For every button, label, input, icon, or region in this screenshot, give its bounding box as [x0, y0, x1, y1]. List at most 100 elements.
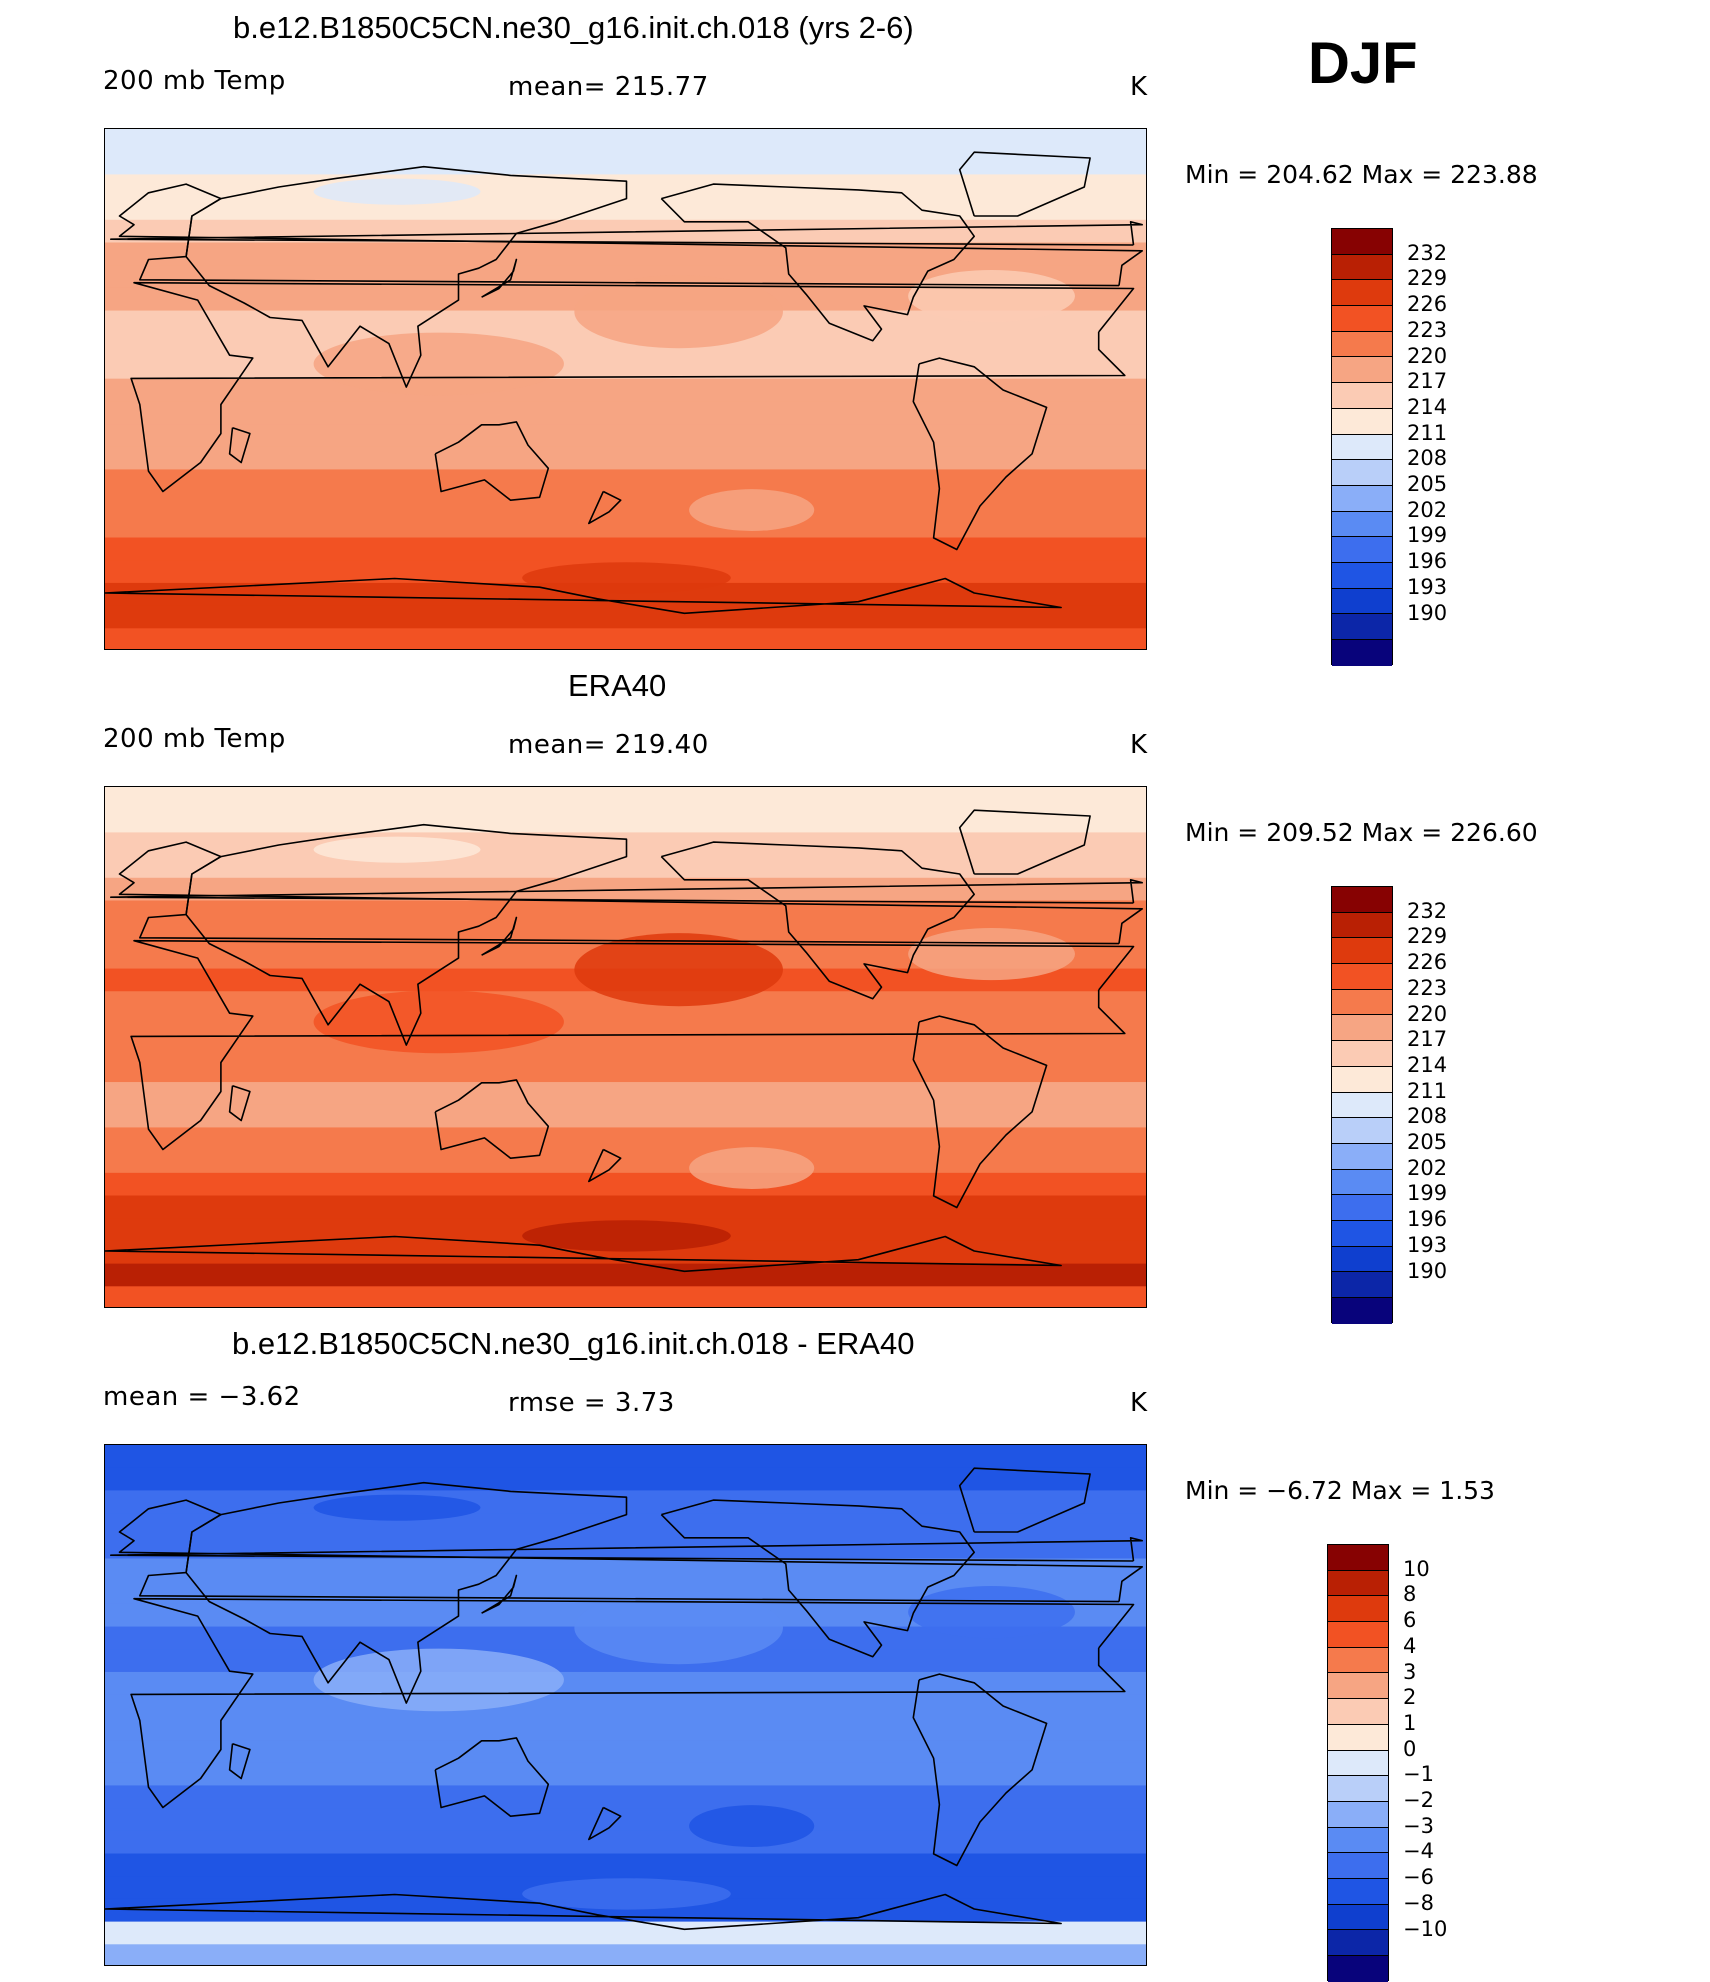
colorbar-swatch	[1328, 1673, 1388, 1700]
field-contour-blob	[522, 562, 731, 594]
coastline	[185, 165, 628, 388]
field-band	[105, 197, 1146, 221]
colorbar-swatch	[1328, 1878, 1388, 1905]
field-band	[105, 1082, 1146, 1106]
colorbar-level-label: 8	[1403, 1582, 1417, 1607]
colorbar-level-label: 226	[1407, 950, 1448, 975]
colorbar-swatch	[1332, 357, 1392, 384]
coastline	[912, 1673, 1048, 1867]
field-contour-blob	[574, 933, 783, 1007]
field-contour-blob	[574, 275, 783, 349]
colorbar-swatch	[1332, 254, 1392, 281]
field-band	[105, 1694, 1146, 1718]
field-band	[105, 1059, 1146, 1083]
colorbar-level-label: −4	[1403, 1839, 1434, 1864]
field-contour-blob	[908, 1585, 1075, 1639]
coastline	[434, 421, 550, 502]
colorbar-level-label: −8	[1403, 1890, 1434, 1915]
coastline	[130, 939, 1135, 1151]
field-band	[105, 1127, 1146, 1151]
field-band	[105, 1263, 1146, 1287]
coastline	[105, 577, 1062, 615]
field-band	[105, 787, 1146, 811]
panel-model-field	[105, 129, 1146, 649]
field-contour-blob	[574, 1591, 783, 1665]
colorbar-swatch	[1328, 1596, 1388, 1623]
colorbar-level-label: 211	[1407, 420, 1448, 445]
coastline	[660, 1499, 976, 1658]
panel-model-map	[104, 128, 1147, 650]
panel-model-left-label: 200 mb Temp	[103, 66, 286, 96]
colorbar-level-label: 229	[1407, 924, 1448, 949]
colorbar-swatch	[1328, 1827, 1388, 1854]
field-band	[105, 809, 1146, 833]
colorbar-level-label: 211	[1407, 1078, 1448, 1103]
colorbar-swatch	[1332, 1272, 1392, 1298]
colorbar-swatch	[1332, 938, 1392, 965]
field-band	[105, 1921, 1146, 1945]
colorbar-level-label: −2	[1403, 1788, 1434, 1812]
season-label: DJF	[1308, 31, 1418, 96]
coastline	[958, 809, 1091, 875]
panel-diff-map	[104, 1444, 1147, 1966]
colorbar-swatch	[1332, 460, 1392, 486]
colorbar-swatch	[1332, 1246, 1392, 1273]
colorbar-swatch	[1332, 887, 1392, 913]
colorbar-level-label: 217	[1407, 1027, 1448, 1052]
coastline	[118, 1499, 1143, 1603]
panel-obs-title: ERA40	[568, 668, 667, 703]
colorbar-level-label: 220	[1407, 343, 1448, 368]
colorbar-level-label: 214	[1407, 394, 1448, 419]
field-band	[105, 1853, 1146, 1877]
field-band	[105, 1240, 1146, 1265]
colorbar-swatch	[1328, 1750, 1388, 1777]
coastline	[912, 1015, 1048, 1209]
coastline	[660, 183, 976, 342]
colorbar-level-label: 205	[1407, 1130, 1448, 1154]
colorbar-swatch	[1328, 1904, 1388, 1931]
field-band	[105, 582, 1146, 607]
colorbar-swatch	[1328, 1622, 1388, 1648]
panel-obs-min-max: Min = 209.52 Max = 226.60	[1185, 818, 1538, 847]
colorbar-level-label: 223	[1407, 317, 1448, 342]
field-band	[105, 129, 1146, 153]
colorbar-level-label: 6	[1403, 1608, 1417, 1633]
field-band	[105, 1944, 1146, 1965]
field-band	[105, 1581, 1146, 1605]
coastline	[481, 258, 518, 298]
colorbar-level-label: 190	[1407, 600, 1448, 625]
field-band	[105, 1445, 1146, 1469]
panel-model-min-max: Min = 204.62 Max = 223.88	[1185, 160, 1538, 189]
coastline	[958, 151, 1091, 217]
colorbar-swatch	[1332, 964, 1392, 990]
field-band	[105, 1513, 1146, 1537]
colorbar-swatch	[1332, 1195, 1392, 1221]
colorbar-swatch	[1332, 331, 1392, 358]
field-band	[105, 605, 1146, 629]
field-contour-blob	[908, 269, 1075, 323]
field-band	[105, 628, 1146, 649]
colorbar-level-label: 193	[1407, 574, 1448, 599]
coastline	[130, 1597, 1135, 1809]
coastline	[481, 1574, 518, 1614]
coastline	[185, 823, 628, 1046]
panel-diff-colorbar	[1327, 1544, 1389, 1982]
colorbar-swatch	[1332, 562, 1392, 589]
field-band	[105, 265, 1146, 289]
field-band	[105, 1717, 1146, 1741]
colorbar-level-label: 220	[1407, 1001, 1448, 1026]
colorbar-level-label: −3	[1403, 1813, 1434, 1838]
field-band	[105, 1785, 1146, 1809]
panel-model-colorbar	[1331, 228, 1393, 666]
colorbar-level-label: 199	[1407, 1181, 1448, 1206]
colorbar-level-label: 208	[1407, 1104, 1448, 1129]
panel-diff-min-max: Min = −6.72 Max = 1.53	[1185, 1476, 1495, 1505]
colorbar-level-label: 232	[1407, 898, 1448, 923]
field-band	[105, 537, 1146, 561]
panel-obs-colorbar	[1331, 886, 1393, 1324]
panel-model-center-label: mean= 215.77	[508, 72, 709, 102]
colorbar-level-label: 205	[1407, 472, 1448, 496]
field-contour-blob	[313, 990, 564, 1054]
coastline	[110, 879, 1143, 904]
panel-obs-left-label: 200 mb Temp	[103, 724, 286, 754]
